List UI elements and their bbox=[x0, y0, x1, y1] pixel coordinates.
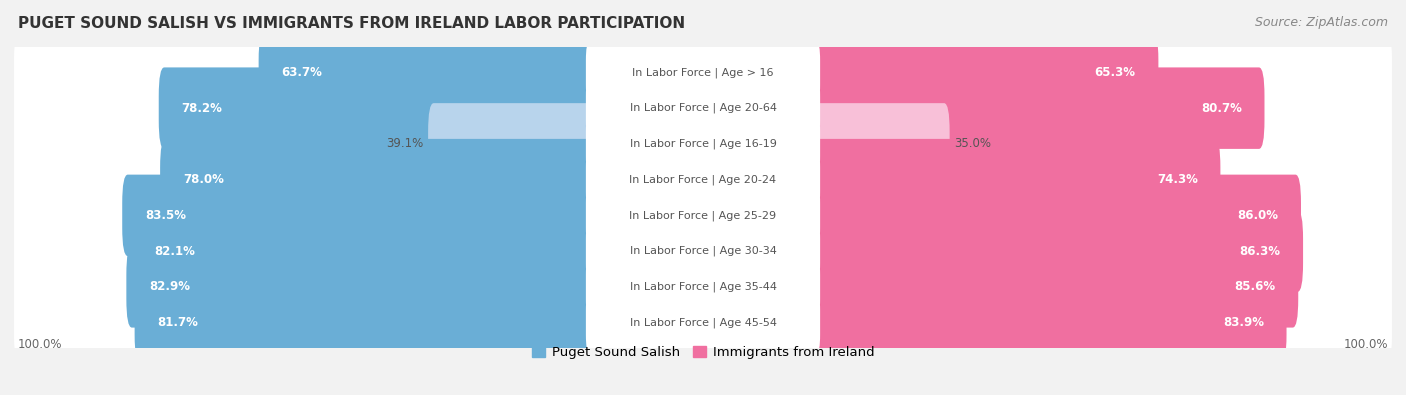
Text: 82.9%: 82.9% bbox=[149, 280, 190, 293]
Text: 86.0%: 86.0% bbox=[1237, 209, 1278, 222]
FancyBboxPatch shape bbox=[586, 293, 820, 353]
Text: 83.5%: 83.5% bbox=[145, 209, 186, 222]
FancyBboxPatch shape bbox=[159, 68, 595, 149]
FancyBboxPatch shape bbox=[132, 211, 595, 292]
Text: In Labor Force | Age 16-19: In Labor Force | Age 16-19 bbox=[630, 139, 776, 149]
FancyBboxPatch shape bbox=[259, 32, 595, 113]
Text: In Labor Force | Age 20-24: In Labor Force | Age 20-24 bbox=[630, 174, 776, 185]
Text: In Labor Force | Age 45-54: In Labor Force | Age 45-54 bbox=[630, 317, 776, 328]
FancyBboxPatch shape bbox=[14, 290, 1392, 356]
Text: 78.2%: 78.2% bbox=[181, 102, 222, 115]
FancyBboxPatch shape bbox=[122, 175, 595, 256]
Text: 86.3%: 86.3% bbox=[1239, 245, 1281, 258]
Text: Source: ZipAtlas.com: Source: ZipAtlas.com bbox=[1254, 16, 1388, 29]
FancyBboxPatch shape bbox=[14, 182, 1392, 248]
FancyBboxPatch shape bbox=[14, 147, 1392, 213]
FancyBboxPatch shape bbox=[586, 221, 820, 281]
Text: 78.0%: 78.0% bbox=[183, 173, 224, 186]
FancyBboxPatch shape bbox=[160, 139, 595, 220]
FancyBboxPatch shape bbox=[14, 111, 1392, 177]
FancyBboxPatch shape bbox=[586, 185, 820, 245]
FancyBboxPatch shape bbox=[427, 103, 595, 184]
FancyBboxPatch shape bbox=[14, 218, 1392, 284]
Text: 81.7%: 81.7% bbox=[157, 316, 198, 329]
FancyBboxPatch shape bbox=[14, 75, 1392, 141]
FancyBboxPatch shape bbox=[811, 246, 1298, 327]
FancyBboxPatch shape bbox=[811, 211, 1303, 292]
Text: 83.9%: 83.9% bbox=[1223, 316, 1264, 329]
Text: 100.0%: 100.0% bbox=[17, 338, 62, 351]
Text: In Labor Force | Age 20-64: In Labor Force | Age 20-64 bbox=[630, 103, 776, 113]
Text: In Labor Force | Age 25-29: In Labor Force | Age 25-29 bbox=[630, 210, 776, 221]
FancyBboxPatch shape bbox=[586, 78, 820, 138]
FancyBboxPatch shape bbox=[811, 282, 1286, 363]
Text: PUGET SOUND SALISH VS IMMIGRANTS FROM IRELAND LABOR PARTICIPATION: PUGET SOUND SALISH VS IMMIGRANTS FROM IR… bbox=[18, 16, 685, 31]
FancyBboxPatch shape bbox=[586, 257, 820, 317]
FancyBboxPatch shape bbox=[135, 282, 595, 363]
Text: In Labor Force | Age 35-44: In Labor Force | Age 35-44 bbox=[630, 282, 776, 292]
Legend: Puget Sound Salish, Immigrants from Ireland: Puget Sound Salish, Immigrants from Irel… bbox=[531, 346, 875, 359]
FancyBboxPatch shape bbox=[811, 139, 1220, 220]
Text: 85.6%: 85.6% bbox=[1234, 280, 1275, 293]
Text: 65.3%: 65.3% bbox=[1095, 66, 1136, 79]
Text: 39.1%: 39.1% bbox=[387, 137, 423, 150]
Text: 80.7%: 80.7% bbox=[1201, 102, 1241, 115]
FancyBboxPatch shape bbox=[586, 42, 820, 102]
Text: 35.0%: 35.0% bbox=[955, 137, 991, 150]
FancyBboxPatch shape bbox=[586, 150, 820, 210]
Text: In Labor Force | Age 30-34: In Labor Force | Age 30-34 bbox=[630, 246, 776, 256]
FancyBboxPatch shape bbox=[127, 246, 595, 327]
Text: 82.1%: 82.1% bbox=[155, 245, 195, 258]
Text: 74.3%: 74.3% bbox=[1157, 173, 1198, 186]
FancyBboxPatch shape bbox=[811, 68, 1264, 149]
Text: 63.7%: 63.7% bbox=[281, 66, 322, 79]
FancyBboxPatch shape bbox=[586, 114, 820, 174]
FancyBboxPatch shape bbox=[811, 103, 949, 184]
FancyBboxPatch shape bbox=[14, 254, 1392, 320]
Text: 100.0%: 100.0% bbox=[1344, 338, 1389, 351]
FancyBboxPatch shape bbox=[811, 175, 1301, 256]
FancyBboxPatch shape bbox=[811, 32, 1159, 113]
FancyBboxPatch shape bbox=[14, 40, 1392, 105]
Text: In Labor Force | Age > 16: In Labor Force | Age > 16 bbox=[633, 67, 773, 78]
